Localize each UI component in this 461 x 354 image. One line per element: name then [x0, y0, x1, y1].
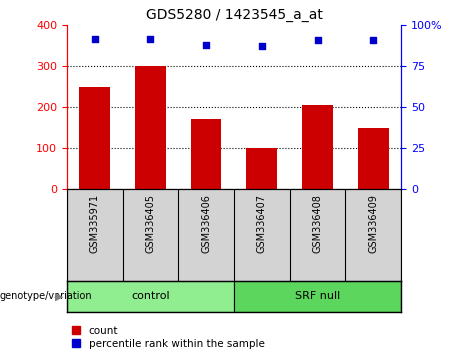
- Point: [258, 43, 266, 49]
- Point: [147, 36, 154, 42]
- Legend: count, percentile rank within the sample: count, percentile rank within the sample: [72, 326, 265, 349]
- Text: GSM336408: GSM336408: [313, 194, 323, 253]
- Title: GDS5280 / 1423545_a_at: GDS5280 / 1423545_a_at: [146, 8, 322, 22]
- Bar: [302, 105, 333, 189]
- Text: GSM336409: GSM336409: [368, 194, 378, 253]
- Text: ▶: ▶: [55, 291, 64, 302]
- Bar: [358, 129, 389, 189]
- Text: GSM336406: GSM336406: [201, 194, 211, 253]
- Bar: [191, 119, 221, 189]
- Point: [370, 38, 377, 43]
- Bar: [67, 281, 234, 312]
- Text: genotype/variation: genotype/variation: [0, 291, 93, 302]
- Bar: [247, 148, 277, 189]
- Text: GSM336405: GSM336405: [145, 194, 155, 253]
- Text: GSM335971: GSM335971: [90, 194, 100, 253]
- Point: [314, 38, 321, 43]
- Text: GSM336407: GSM336407: [257, 194, 267, 253]
- Point: [202, 42, 210, 48]
- Text: SRF null: SRF null: [295, 291, 340, 302]
- Bar: [135, 66, 165, 189]
- Point: [91, 36, 98, 42]
- Bar: [234, 281, 401, 312]
- Text: control: control: [131, 291, 170, 302]
- Bar: [79, 86, 110, 189]
